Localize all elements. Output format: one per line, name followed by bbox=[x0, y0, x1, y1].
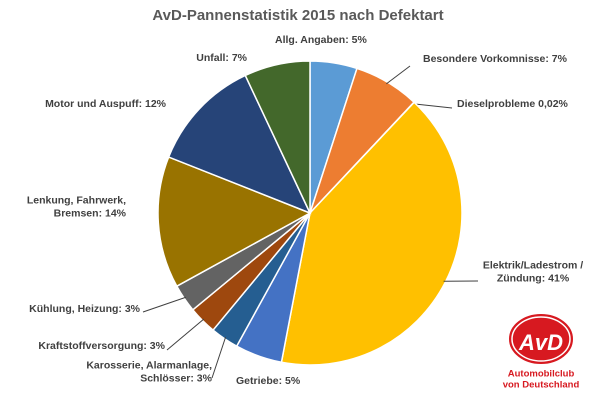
slice-label: Zündung: 41% bbox=[497, 272, 570, 284]
logo-caption: von Deutschland bbox=[503, 380, 580, 391]
slice-label: Kraftstoffversorgung: 3% bbox=[38, 340, 165, 352]
leader-line bbox=[143, 297, 186, 312]
slice-label: Schlösser: 3% bbox=[140, 372, 212, 384]
slice-label: Besondere Vorkomnisse: 7% bbox=[423, 53, 568, 65]
logo-mark: AvD bbox=[518, 330, 563, 355]
leader-line bbox=[212, 337, 226, 378]
slice-label: Elektrik/Ladestrom / bbox=[483, 259, 583, 271]
logo: AvD Automobilclub von Deutschland bbox=[503, 313, 580, 391]
chart-title: AvD-Pannenstatistik 2015 nach Defektart bbox=[152, 7, 443, 24]
logo-caption: Automobilclub bbox=[508, 369, 575, 380]
slice-label: Allg. Angaben: 5% bbox=[275, 34, 367, 46]
leader-line bbox=[386, 66, 410, 84]
slice-label: Getriebe: 5% bbox=[236, 375, 301, 387]
slice-label: Karosserie, Alarmanlage, bbox=[86, 359, 212, 371]
leader-line bbox=[167, 319, 204, 350]
slice-label: Unfall: 7% bbox=[196, 52, 247, 64]
slice-label: Bremsen: 14% bbox=[54, 207, 127, 219]
slice-label: Lenkung, Fahrwerk, bbox=[27, 194, 126, 206]
slice-label: Motor und Auspuff: 12% bbox=[45, 98, 167, 110]
slice-label: Kühlung, Heizung: 3% bbox=[29, 303, 140, 315]
slice-label: Dieselprobleme 0,02% bbox=[457, 98, 569, 110]
